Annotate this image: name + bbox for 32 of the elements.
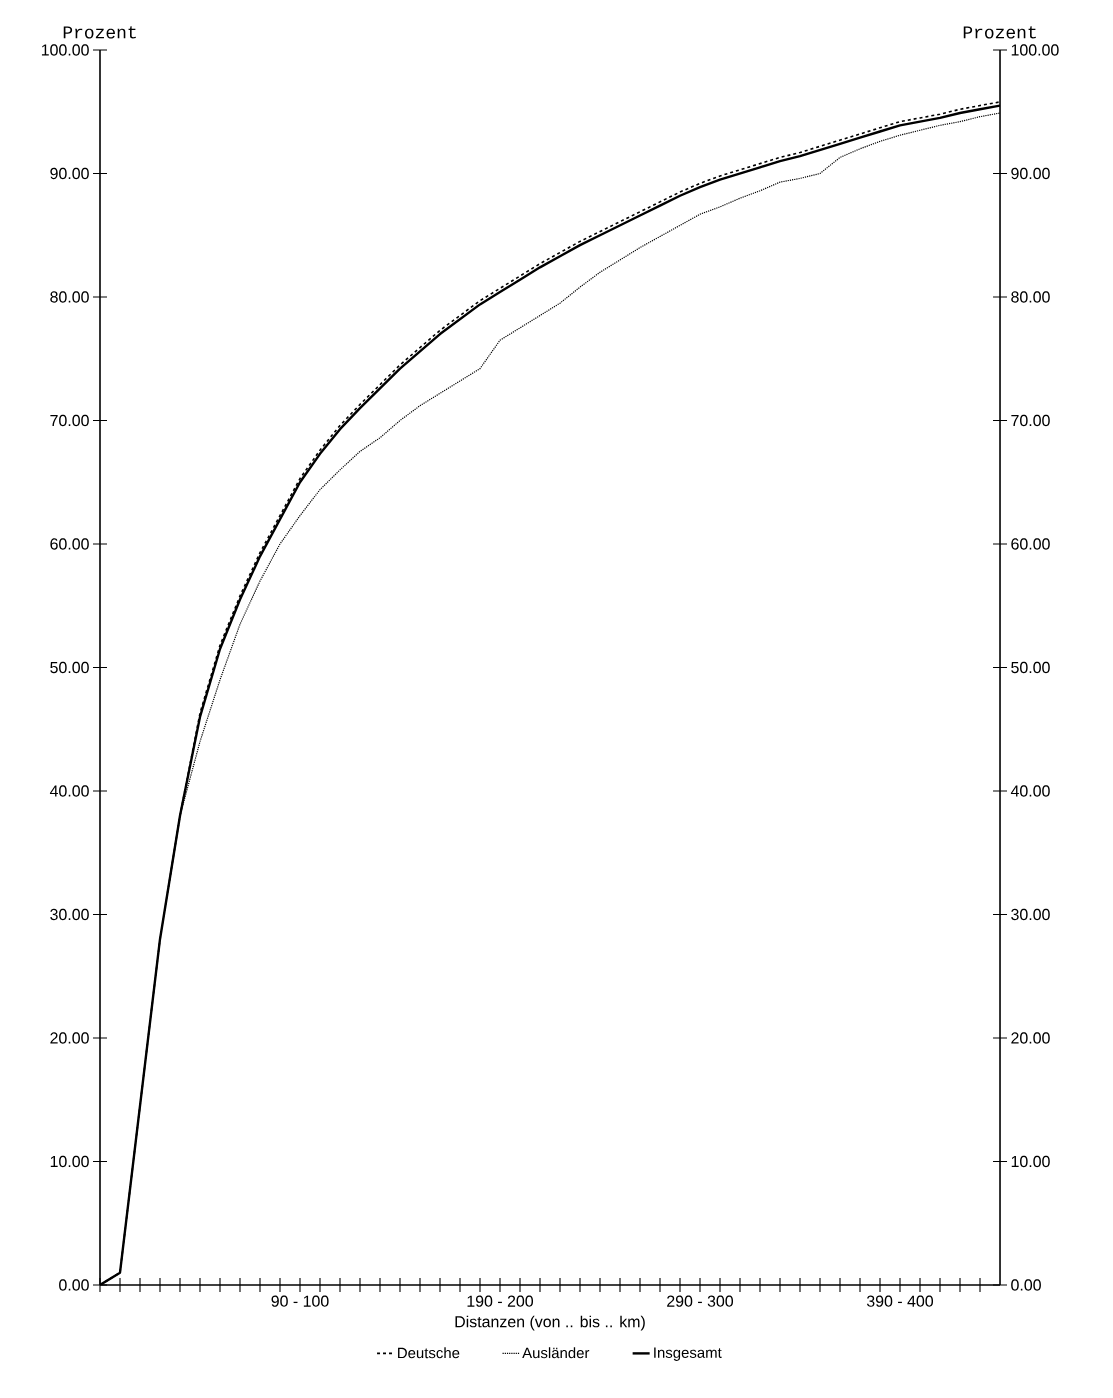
y2-tick-label: 60.00 [1011,538,1050,550]
y-tick-label: 60.00 [50,538,89,550]
y2-tick-label: 40.00 [1010,785,1050,797]
x-tick-label: 390 - 400 [866,1295,934,1307]
y2-tick-label: 20.00 [1011,1032,1050,1044]
y-tick-label: 30.00 [50,908,89,921]
y-tick-label: 80.00 [50,291,89,303]
y-tick-label: 10.00 [50,1155,89,1168]
x-axis-title: Distanzen (von .. bis .. km) [455,1315,645,1331]
y-tick-label: 0.00 [59,1279,89,1291]
legend-label: Ausländer [522,1347,590,1359]
y2-tick-label: 90.00 [1011,167,1050,180]
y-axis-title: Prozent [63,26,136,39]
y2-tick-label: 70.00 [1011,414,1050,427]
x-tick-label: 290 - 300 [667,1295,734,1307]
y-tick-label: 40.00 [49,785,89,797]
y2-tick-label: 80.00 [1011,291,1050,303]
x-tick-label: 190 - 200 [467,1295,534,1307]
y2-tick-label: 100.00 [1011,44,1059,56]
y2-tick-label: 10.00 [1011,1155,1050,1168]
y2-tick-label: 0.00 [1011,1279,1041,1291]
y-tick-label: 100.00 [41,44,89,56]
x-tick-label: 90 - 100 [271,1295,329,1307]
y-tick-label: 20.00 [50,1032,89,1044]
legend-label: Insgesamt [654,1347,722,1361]
legend-label: Deutsche [398,1347,460,1359]
y-tick-label: 50.00 [50,661,89,674]
y2-tick-label: 30.00 [1011,908,1050,921]
y-tick-label: 70.00 [50,414,89,427]
y-tick-label: 90.00 [50,167,89,180]
y2-tick-label: 50.00 [1011,661,1050,674]
y2-axis-title: Prozent [963,26,1036,39]
